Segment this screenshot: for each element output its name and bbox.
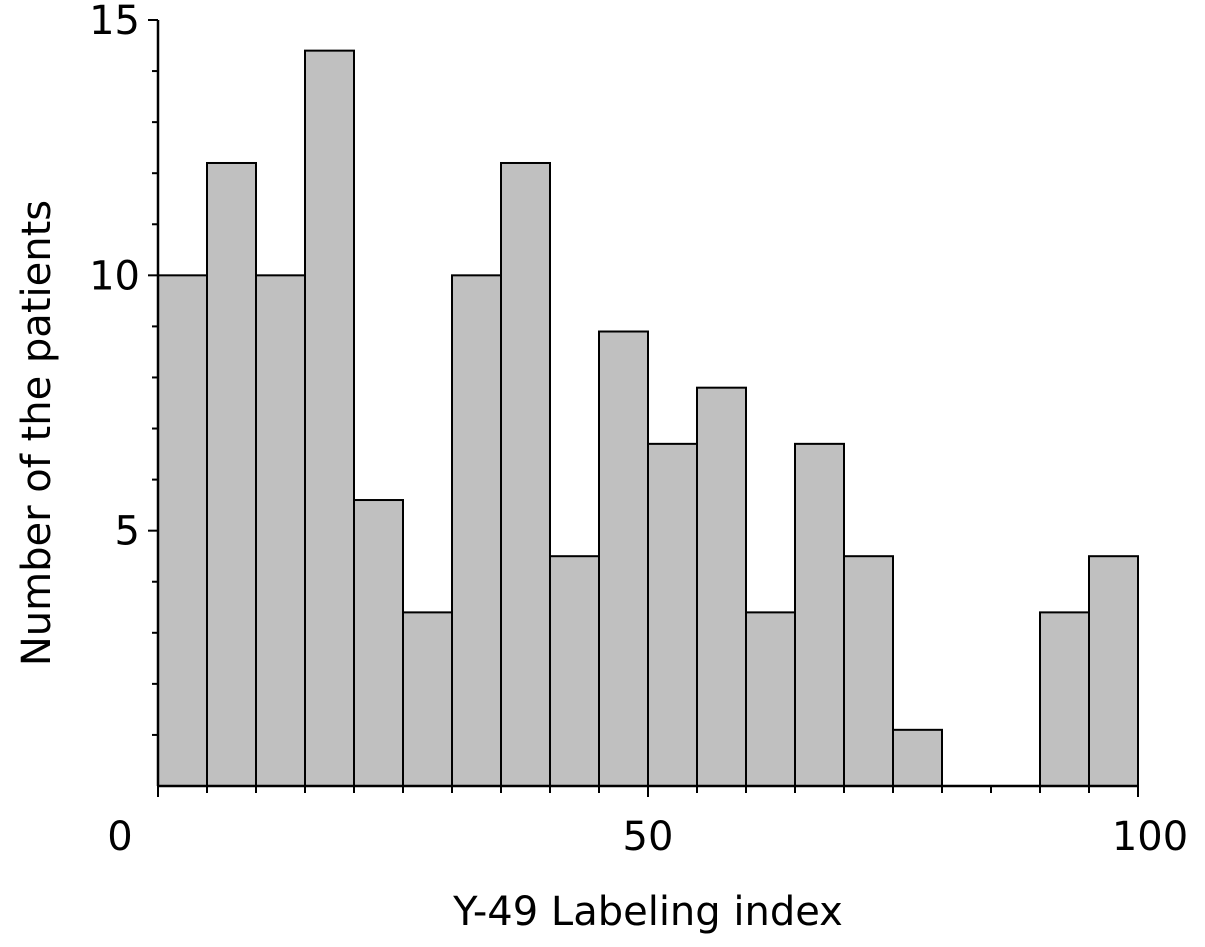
bar-10: [647, 442, 698, 787]
bar-0: [157, 274, 208, 787]
bar-11: [696, 386, 747, 787]
bar-19: [1088, 555, 1139, 788]
bar-12: [745, 611, 796, 788]
bar-18: [1039, 611, 1090, 788]
bar-8: [549, 555, 600, 788]
bar-4: [353, 499, 404, 787]
y-tick-label: 5: [115, 509, 140, 555]
y-tick-label: 15: [89, 0, 140, 44]
bar-13: [794, 442, 845, 787]
y-tick-label: 10: [89, 253, 140, 299]
x-tick-label: 0: [107, 814, 132, 860]
bar-15: [892, 728, 943, 787]
x-tick-label: 50: [623, 814, 674, 860]
bar-5: [402, 611, 453, 788]
bar-14: [843, 555, 894, 788]
x-tick-label: 100: [1112, 814, 1188, 860]
bar-2: [255, 274, 306, 787]
bar-1: [206, 161, 257, 787]
y-axis-title: Number of the patients: [14, 200, 60, 666]
bar-6: [451, 274, 502, 787]
labels-group: 5 10 15 0 50 100: [89, 0, 1188, 860]
x-axis-title: Y-49 Labeling index: [452, 889, 843, 935]
bar-7: [500, 161, 551, 787]
bars-group: [157, 49, 1139, 788]
bar-3: [304, 49, 355, 787]
axes-group: [148, 19, 1139, 797]
bar-9: [598, 330, 649, 787]
